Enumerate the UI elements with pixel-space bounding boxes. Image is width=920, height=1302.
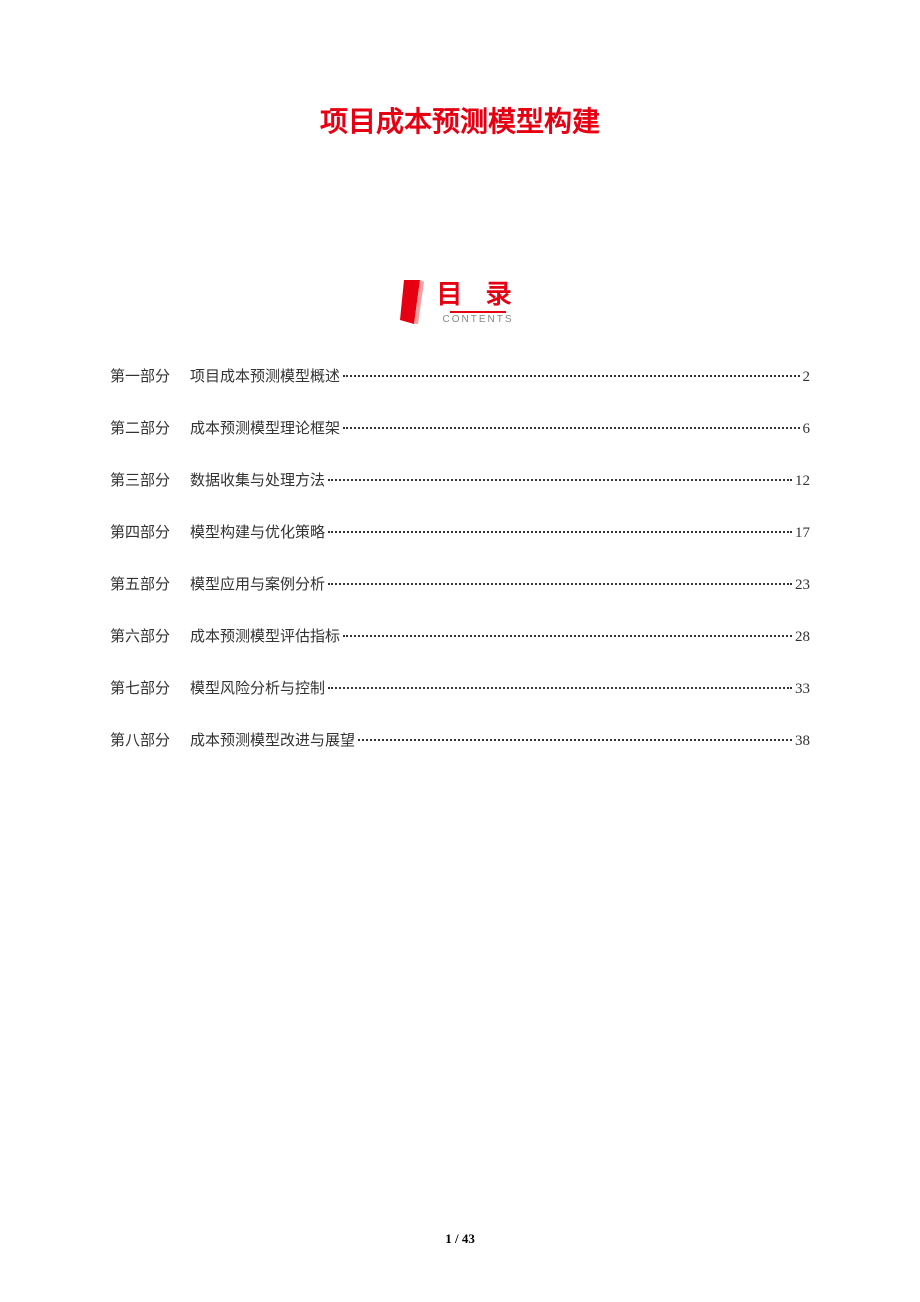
footer-total-pages: 43 <box>462 1231 475 1246</box>
toc-list: 第一部分 项目成本预测模型概述 2 第二部分 成本预测模型理论框架 6 第三部分… <box>110 365 810 753</box>
toc-part-label: 第四部分 <box>110 521 170 545</box>
toc-chapter-title: 模型构建与优化策略 <box>190 521 325 545</box>
toc-leader-dots <box>328 687 792 689</box>
toc-title-chinese: 目 录 <box>436 280 519 309</box>
toc-leader-dots <box>358 739 792 741</box>
toc-leader-dots <box>343 375 799 377</box>
toc-part-label: 第二部分 <box>110 417 170 441</box>
toc-chapter-title: 数据收集与处理方法 <box>190 469 325 493</box>
toc-chapter-title: 成本预测模型理论框架 <box>190 417 340 441</box>
toc-chapter-title: 模型应用与案例分析 <box>190 573 325 597</box>
toc-title-group: 目 录 CONTENTS <box>436 280 519 325</box>
toc-item[interactable]: 第八部分 成本预测模型改进与展望 38 <box>110 729 810 753</box>
toc-part-label: 第一部分 <box>110 365 170 389</box>
toc-part-label: 第八部分 <box>110 729 170 753</box>
toc-leader-dots <box>328 479 792 481</box>
toc-leader-dots <box>328 583 792 585</box>
toc-title-english: CONTENTS <box>442 314 513 325</box>
toc-chapter-title: 成本预测模型评估指标 <box>190 625 340 649</box>
toc-chapter-title: 项目成本预测模型概述 <box>190 365 340 389</box>
toc-page-number: 23 <box>795 573 810 597</box>
document-page: 项目成本预测模型构建 目 录 CONTENTS 第一部分 项目成本预测模型概述 … <box>0 0 920 1302</box>
toc-part-label: 第三部分 <box>110 469 170 493</box>
toc-chapter-title: 成本预测模型改进与展望 <box>190 729 355 753</box>
toc-item[interactable]: 第三部分 数据收集与处理方法 12 <box>110 469 810 493</box>
toc-page-number: 28 <box>795 625 810 649</box>
toc-item[interactable]: 第四部分 模型构建与优化策略 17 <box>110 521 810 545</box>
page-footer: 1 / 43 <box>0 1231 920 1247</box>
toc-header: 目 录 CONTENTS <box>110 280 810 325</box>
toc-leader-dots <box>343 635 792 637</box>
toc-page-number: 2 <box>803 365 811 389</box>
toc-part-label: 第六部分 <box>110 625 170 649</box>
toc-page-number: 6 <box>803 417 811 441</box>
toc-page-number: 12 <box>795 469 810 493</box>
toc-page-number: 33 <box>795 677 810 701</box>
toc-item[interactable]: 第五部分 模型应用与案例分析 23 <box>110 573 810 597</box>
toc-part-label: 第五部分 <box>110 573 170 597</box>
toc-part-label: 第七部分 <box>110 677 170 701</box>
toc-page-number: 17 <box>795 521 810 545</box>
toc-bookmark-icon <box>400 280 424 324</box>
toc-item[interactable]: 第六部分 成本预测模型评估指标 28 <box>110 625 810 649</box>
toc-item[interactable]: 第一部分 项目成本预测模型概述 2 <box>110 365 810 389</box>
toc-leader-dots <box>328 531 792 533</box>
toc-chapter-title: 模型风险分析与控制 <box>190 677 325 701</box>
toc-item[interactable]: 第七部分 模型风险分析与控制 33 <box>110 677 810 701</box>
toc-title-underline <box>450 311 506 313</box>
toc-page-number: 38 <box>795 729 810 753</box>
document-title: 项目成本预测模型构建 <box>110 100 810 140</box>
toc-leader-dots <box>343 427 799 429</box>
toc-item[interactable]: 第二部分 成本预测模型理论框架 6 <box>110 417 810 441</box>
footer-separator: / <box>452 1231 462 1246</box>
